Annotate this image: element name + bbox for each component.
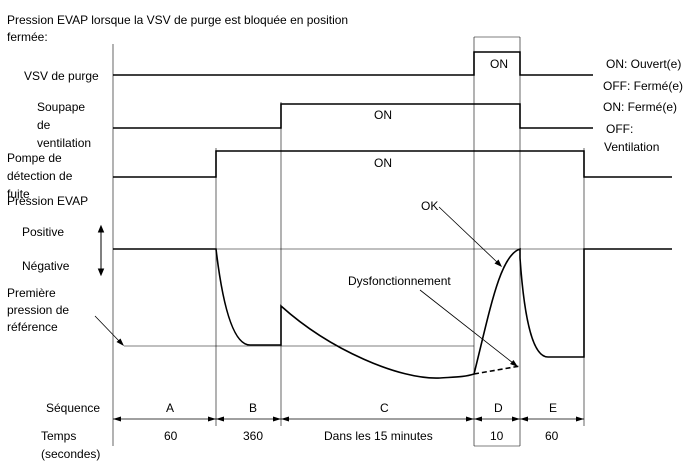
- reference-label-3: référence: [7, 320, 58, 334]
- sequence-label: Séquence: [46, 401, 100, 415]
- soupape-legend-off-2: Ventilation: [604, 140, 659, 154]
- reference-label-2: pression de: [7, 303, 69, 317]
- reference-pointer: [94, 315, 124, 346]
- title-line-2: fermée:: [7, 30, 48, 44]
- pompe-label-2: détection de: [7, 169, 73, 183]
- vsv-legend-on: ON: Ouvert(e): [606, 57, 681, 71]
- title-line-1: Pression EVAP lorsque la VSV de purge es…: [7, 13, 348, 27]
- pressure-scale-arrow: [97, 224, 105, 277]
- pompe-label-3: fuite: [7, 187, 30, 201]
- vsv-on-text: ON: [490, 57, 508, 71]
- soupape-legend-on: ON: Fermé(e): [603, 100, 677, 114]
- malfunction-curve: [473, 365, 521, 375]
- time-label-2: (secondes): [41, 447, 100, 461]
- soupape-label-3: ventilation: [37, 136, 91, 150]
- malfunction-pointer: [419, 289, 518, 367]
- pompe-signal-line: [113, 150, 672, 178]
- segment-time-d: 10: [490, 429, 504, 443]
- segment-time-b: 360: [243, 429, 263, 443]
- negative-label: Négative: [22, 259, 70, 273]
- segment-id-c: C: [380, 401, 389, 415]
- positive-label: Positive: [22, 225, 64, 239]
- segment-time-c: Dans les 15 minutes: [324, 429, 433, 443]
- segment-id-d: D: [494, 401, 503, 415]
- soupape-legend-off-1: OFF:: [606, 122, 633, 136]
- pressure-label: Pression EVAP: [7, 194, 88, 208]
- segment-time-e: 60: [545, 429, 559, 443]
- segment-time-a: 60: [164, 429, 178, 443]
- segment-id-a: A: [166, 401, 174, 415]
- soupape-on-text: ON: [374, 108, 392, 122]
- segment-id-e: E: [549, 401, 557, 415]
- pompe-label-1: Pompe de: [7, 151, 62, 165]
- vsv-legend-off: OFF: Fermé(e): [603, 79, 683, 93]
- soupape-label-1: Soupape: [37, 100, 85, 114]
- sequence-arrows: [113, 416, 584, 422]
- segment-id-b: B: [249, 401, 257, 415]
- soupape-label-2: de: [37, 118, 51, 132]
- vsv-label: VSV de purge: [24, 69, 99, 83]
- pressure-curve: [113, 247, 672, 379]
- pompe-on-text: ON: [374, 156, 392, 170]
- vsv-signal-line: [113, 51, 593, 76]
- malfunction-label: Dysfonctionnement: [348, 274, 451, 288]
- reference-label-1: Première: [7, 286, 56, 300]
- ok-pointer: [438, 206, 502, 267]
- soupape-signal-line: [113, 103, 593, 129]
- ok-label: OK: [421, 199, 438, 213]
- time-label-1: Temps: [41, 429, 76, 443]
- phase-boundaries: [112, 36, 585, 446]
